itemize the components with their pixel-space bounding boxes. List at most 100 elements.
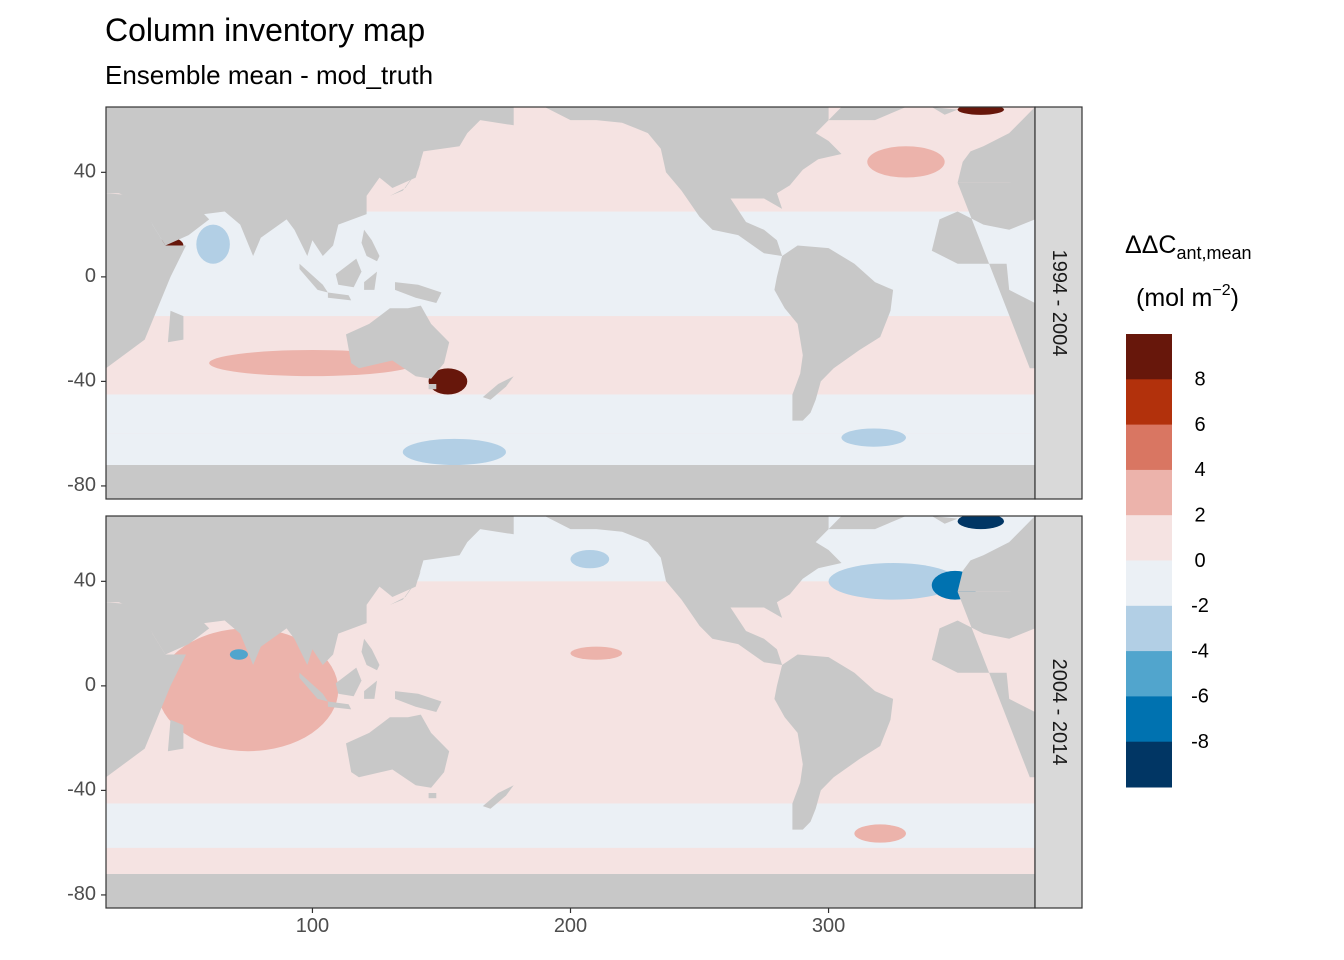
land-mass (428, 384, 437, 390)
legend-bin (1126, 469, 1172, 516)
facet-strip (1034, 106, 1083, 500)
land-mass (335, 667, 362, 697)
legend-labels: 8 6 4 2 0 -2 -4 -6 -8 (1191, 369, 1209, 753)
anomaly-cell (957, 107, 1005, 115)
legend-bin (1126, 741, 1172, 788)
legend-break-label: -6 (1191, 686, 1209, 708)
legend-break-label: -8 (1191, 731, 1209, 753)
map-area (106, 107, 1035, 499)
facet-strip (1034, 515, 1083, 909)
land-mass (544, 516, 842, 665)
y-tick-label: 40 (74, 161, 96, 183)
anomaly-cell (157, 628, 339, 752)
facet-panel: 2004 - 2014 40 0 -40 -80 (67, 515, 1083, 909)
legend-break-label: 6 (1194, 414, 1205, 436)
land-mass (106, 602, 186, 778)
land-mass (299, 263, 328, 293)
legend-bin (1126, 424, 1172, 471)
land-mass (167, 719, 184, 752)
y-tick-label: 0 (85, 265, 96, 287)
land-mass (106, 516, 514, 665)
legend-unit-main: (mol m (1136, 284, 1212, 312)
legend-title-subscript: ant,mean (1176, 243, 1251, 263)
y-tick-label: -80 (67, 883, 96, 905)
legend-unit-superscript: −2 (1212, 282, 1230, 299)
land-mass (361, 638, 380, 671)
land-mass (335, 258, 362, 288)
x-tick-label: 100 (296, 915, 329, 937)
chart-title: Column inventory map (105, 12, 425, 48)
land-mass (106, 465, 1035, 499)
color-legend: ΔΔCant,mean (mol m−2) 8 6 4 2 0 -2 -4 -6 -8 (1125, 231, 1252, 788)
land-mass (428, 793, 437, 799)
x-tick-label: 200 (554, 915, 587, 937)
land-mass (167, 310, 184, 343)
anomaly-cell (957, 516, 1005, 530)
anomaly-cell (570, 549, 610, 569)
anomaly-cell (196, 224, 230, 264)
land-mass (931, 516, 958, 524)
y-tick-label: 40 (74, 570, 96, 592)
x-tick-label: 300 (812, 915, 845, 937)
land-mass (364, 680, 377, 699)
y-tick-label: 0 (85, 674, 96, 696)
legend-break-label: -2 (1191, 595, 1209, 617)
land-mass (828, 516, 906, 530)
anomaly-cell (428, 368, 468, 395)
legend-unit: (mol m−2) (1136, 282, 1239, 312)
land-mass (299, 672, 328, 702)
legend-break-label: 2 (1194, 504, 1205, 526)
land-mass (957, 516, 1035, 592)
legend-break-label: -4 (1191, 640, 1209, 662)
land-mass (346, 714, 450, 788)
anomaly-cell (402, 438, 506, 466)
facet-strip-label: 2004 - 2014 (1048, 659, 1070, 766)
zonal-band (106, 803, 1035, 848)
legend-bin (1126, 560, 1172, 607)
anomaly-cell (570, 646, 623, 660)
land-mass (957, 107, 1035, 183)
legend-bin (1126, 515, 1172, 561)
legend-colorbar (1126, 334, 1172, 788)
y-tick-label: -80 (67, 474, 96, 496)
legend-bin (1126, 651, 1172, 697)
legend-bin (1126, 605, 1172, 652)
legend-unit-close: ) (1231, 284, 1239, 312)
land-mass (931, 180, 1035, 369)
land-mass (544, 107, 842, 256)
land-mass (106, 874, 1035, 908)
anomaly-cell (841, 428, 906, 447)
anomaly-cell (854, 824, 906, 843)
land-mass (327, 292, 352, 301)
facet-panels: 1994 - 2004 40 0 -40 -80 2004 - 2014 40 0 -40 -80 (67, 106, 1083, 909)
legend-bin (1126, 334, 1172, 380)
land-mass (395, 691, 442, 712)
land-mass (106, 193, 186, 369)
legend-break-label: 0 (1194, 550, 1205, 572)
land-mass (482, 785, 514, 809)
land-mass (327, 701, 352, 710)
legend-break-label: 8 (1194, 369, 1205, 391)
y-tick-label: -40 (67, 779, 96, 801)
anomaly-cell (828, 563, 958, 600)
map-area (106, 516, 1035, 908)
land-mass (361, 229, 380, 262)
land-mass (828, 107, 906, 121)
land-mass (774, 654, 894, 830)
legend-title-main: ΔΔC (1125, 231, 1176, 259)
land-mass (482, 376, 514, 400)
land-mass (346, 305, 450, 379)
legend-break-label: 4 (1194, 459, 1205, 481)
land-mass (774, 245, 894, 421)
facet-strip-label: 1994 - 2004 (1048, 250, 1070, 357)
axes: 100 200 300 (296, 908, 845, 937)
land-mass (395, 282, 442, 303)
land-mass (931, 589, 1035, 778)
legend-bin (1126, 696, 1172, 743)
anomaly-cell (867, 146, 945, 178)
land-mass (106, 107, 514, 256)
chart-subtitle: Ensemble mean - mod_truth (105, 60, 433, 90)
land-mass (364, 271, 377, 290)
y-tick-label: -40 (67, 370, 96, 392)
